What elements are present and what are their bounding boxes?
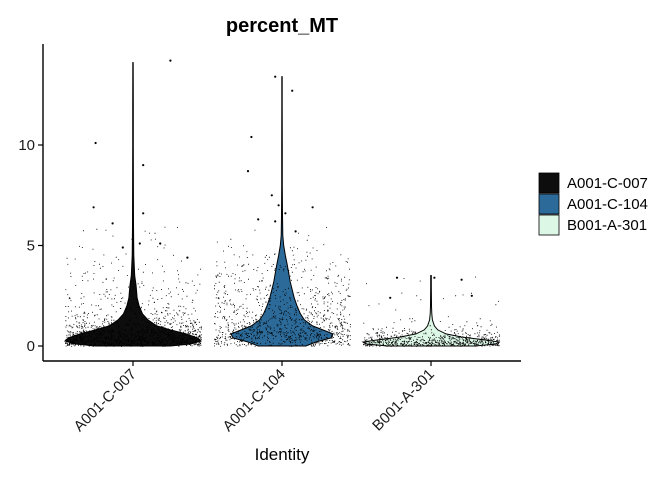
violin-group bbox=[214, 75, 351, 347]
x-tick-label: A001-C-007 bbox=[71, 366, 140, 435]
legend-item: A001-C-007 bbox=[538, 172, 648, 194]
jitter-points bbox=[363, 276, 500, 347]
outlier-point bbox=[142, 164, 145, 167]
y-tick-label: 5 bbox=[27, 238, 35, 255]
x-axis-title: Identity bbox=[255, 445, 310, 464]
outlier-point bbox=[433, 276, 436, 279]
outlier-point bbox=[250, 135, 253, 139]
outlier-point bbox=[274, 75, 277, 78]
x-tick-label: B001-A-301 bbox=[369, 366, 438, 435]
outlier-point bbox=[274, 220, 277, 223]
jitter-points bbox=[214, 75, 351, 347]
y-axis-ticks: 0 5 10 bbox=[18, 137, 43, 355]
outlier-point bbox=[246, 170, 250, 173]
jitter-point-cloud bbox=[65, 226, 202, 347]
outlier-point bbox=[470, 294, 473, 297]
outlier-point bbox=[389, 296, 392, 299]
legend-swatch bbox=[538, 214, 560, 236]
jitter-point-cloud bbox=[363, 276, 500, 347]
y-tick-label: 0 bbox=[27, 338, 35, 355]
outlier-point bbox=[257, 218, 260, 221]
violin-group bbox=[63, 59, 203, 347]
outlier-point bbox=[138, 242, 141, 245]
legend-label: A001-C-007 bbox=[567, 175, 648, 192]
violin-group bbox=[361, 275, 501, 347]
outlier-point bbox=[395, 276, 399, 279]
outlier-point bbox=[277, 204, 280, 207]
jitter-points bbox=[65, 59, 202, 347]
outlier-point bbox=[284, 212, 287, 215]
outlier-point bbox=[111, 222, 114, 225]
legend-label: A001-C-104 bbox=[567, 196, 648, 213]
outlier-point bbox=[186, 256, 189, 259]
violin-shape bbox=[230, 76, 334, 347]
chart-title: percent_MT bbox=[226, 15, 338, 37]
legend-swatch bbox=[538, 172, 560, 194]
outlier-point bbox=[121, 246, 124, 249]
legend: A001-C-007 A001-C-104 B001-A-301 bbox=[538, 172, 648, 236]
outlier-point bbox=[460, 278, 463, 281]
x-axis-ticks: A001-C-007 A001-C-104 B001-A-301 bbox=[71, 361, 438, 435]
legend-item: B001-A-301 bbox=[538, 214, 647, 236]
outlier-point bbox=[169, 59, 172, 62]
outlier-point bbox=[291, 89, 294, 92]
x-tick-label: A001-C-104 bbox=[220, 366, 289, 435]
legend-label: B001-A-301 bbox=[567, 217, 647, 234]
outlier-point bbox=[159, 242, 162, 245]
jitter-point-cloud bbox=[214, 227, 351, 347]
violin-shape bbox=[63, 62, 203, 347]
y-tick-label: 10 bbox=[18, 137, 35, 154]
outlier-point bbox=[92, 206, 95, 209]
plot-area bbox=[63, 59, 501, 347]
legend-item: A001-C-104 bbox=[538, 193, 648, 215]
outlier-point bbox=[142, 212, 145, 215]
outlier-point bbox=[270, 194, 273, 197]
outlier-point bbox=[94, 141, 97, 145]
outlier-point bbox=[294, 230, 297, 233]
outlier-point bbox=[311, 206, 314, 209]
legend-swatch bbox=[538, 193, 560, 215]
